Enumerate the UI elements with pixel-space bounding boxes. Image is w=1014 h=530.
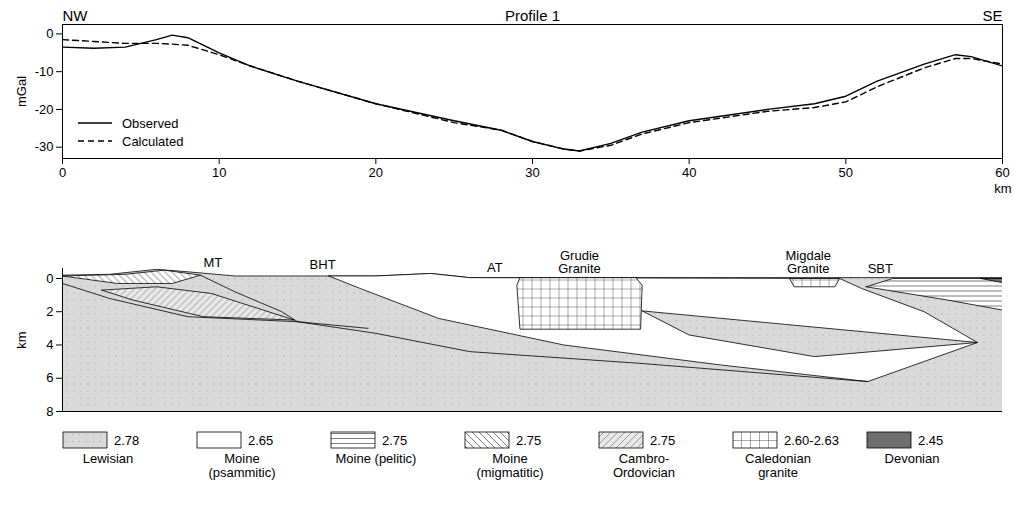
html-text:2.60-2.63: 2.60-2.63 (784, 432, 839, 448)
svg-text:0: 0 (46, 271, 53, 286)
svg-text:BHT: BHT (310, 257, 336, 272)
svg-text:GrudieGranite: GrudieGranite (558, 248, 601, 276)
html-text:2.75: 2.75 (382, 432, 408, 448)
html-text:Caledonian granite: Caledonian granite (745, 451, 811, 480)
svg-text:30: 30 (525, 165, 539, 180)
svg-text:60: 60 (995, 165, 1009, 180)
html-text:Moine (pelitic): Moine (pelitic) (335, 451, 417, 466)
svg-text:Profile 1: Profile 1 (505, 7, 560, 24)
svg-text:AT: AT (487, 260, 503, 275)
svg-text:2: 2 (46, 304, 53, 319)
svg-text:SBT: SBT (868, 261, 893, 276)
svg-text:4: 4 (46, 337, 53, 352)
svg-text:-20: -20 (35, 102, 54, 117)
svg-text:SE: SE (982, 7, 1002, 24)
svg-text:50: 50 (839, 165, 853, 180)
html-text:2.78: 2.78 (114, 432, 140, 448)
html-text:Moine (migmatitic): Moine (migmatitic) (476, 451, 544, 480)
svg-text:NW: NW (63, 7, 89, 24)
html-text:Devonian: Devonian (884, 451, 940, 466)
svg-text:40: 40 (682, 165, 696, 180)
svg-text:km: km (14, 331, 29, 348)
html-text:2.65: 2.65 (248, 432, 274, 448)
html-text:Moine (psammitic): Moine (psammitic) (208, 451, 276, 480)
html-text:Observed: Observed (122, 115, 179, 131)
svg-text:MT: MT (204, 255, 223, 270)
svg-text:10: 10 (212, 165, 226, 180)
html-text:2.45: 2.45 (918, 432, 944, 448)
svg-text:km: km (994, 181, 1011, 196)
svg-text:-10: -10 (35, 64, 54, 79)
html-text:Calculated: Calculated (122, 133, 184, 149)
html-text:Lewisian: Lewisian (82, 451, 134, 466)
html-text:Cambro-Ordovician: Cambro-Ordovician (612, 451, 676, 480)
svg-text:8: 8 (46, 404, 53, 419)
html-text:2.75: 2.75 (516, 432, 542, 448)
svg-text:-30: -30 (35, 139, 54, 154)
svg-text:6: 6 (46, 370, 53, 385)
svg-text:MigdaleGranite: MigdaleGranite (785, 248, 831, 276)
html-text:2.75: 2.75 (650, 432, 676, 448)
svg-text:0: 0 (46, 26, 53, 41)
svg-text:mGal: mGal (14, 76, 29, 107)
svg-text:20: 20 (369, 165, 383, 180)
svg-text:0: 0 (59, 165, 66, 180)
